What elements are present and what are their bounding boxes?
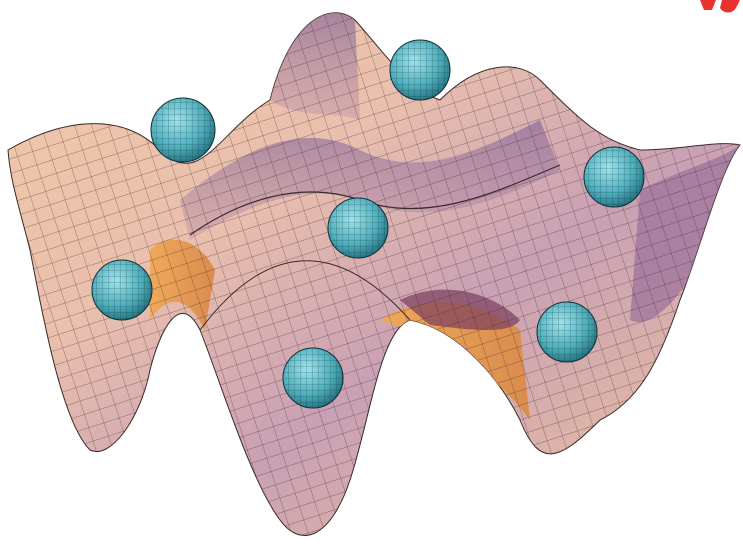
sphere (151, 98, 215, 162)
sphere (537, 302, 597, 362)
sphere (390, 40, 450, 100)
sphere (283, 348, 343, 408)
sphere (328, 198, 388, 258)
sphere (584, 147, 644, 207)
illustration (0, 0, 743, 548)
sphere (92, 260, 152, 320)
cropped-mark (700, 0, 740, 13)
